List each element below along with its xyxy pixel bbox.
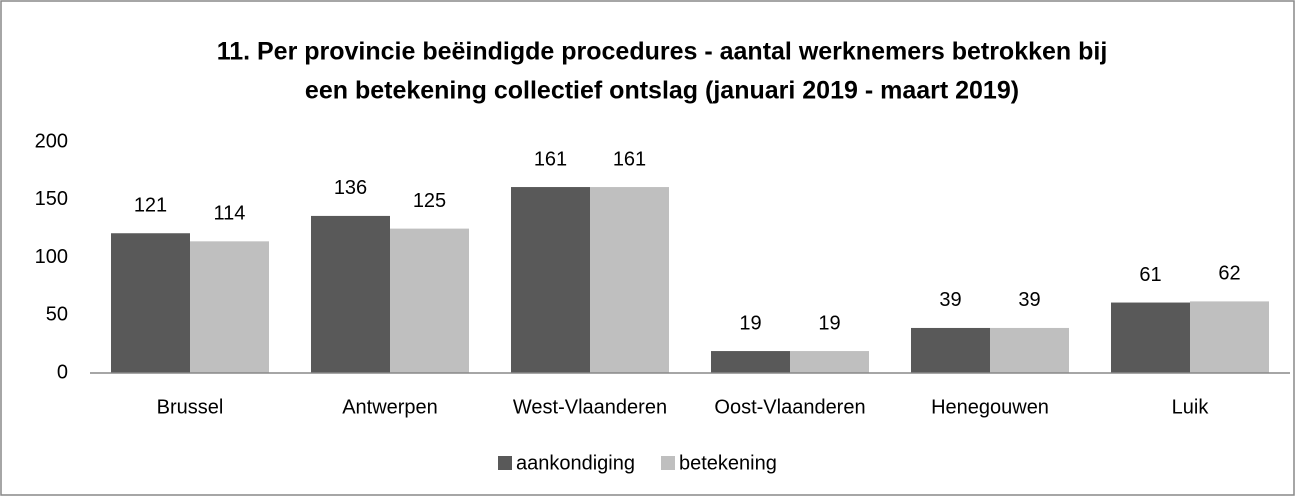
value-label: 39 bbox=[1018, 289, 1040, 311]
bar bbox=[511, 187, 590, 373]
value-label: 161 bbox=[613, 148, 646, 170]
bar bbox=[990, 327, 1069, 373]
bar bbox=[590, 187, 669, 373]
value-label: 62 bbox=[1218, 263, 1240, 285]
value-label: 125 bbox=[413, 190, 446, 212]
y-tick-label: 100 bbox=[35, 246, 68, 268]
legend-label: betekening bbox=[679, 452, 777, 474]
value-label: 61 bbox=[1139, 264, 1161, 286]
value-label: 114 bbox=[214, 203, 246, 225]
bar bbox=[390, 228, 469, 373]
y-tick-label: 200 bbox=[35, 130, 68, 152]
bar bbox=[190, 241, 269, 373]
x-tick-label: West-Vlaanderen bbox=[513, 396, 667, 418]
bar bbox=[1190, 301, 1269, 373]
value-label: 121 bbox=[134, 195, 167, 217]
x-tick-label: Antwerpen bbox=[342, 396, 438, 418]
x-tick-label: Brussel bbox=[157, 396, 224, 418]
bar bbox=[911, 327, 990, 373]
legend-swatch bbox=[661, 456, 675, 470]
x-tick-label: Luik bbox=[1172, 396, 1210, 418]
legend-swatch bbox=[498, 456, 512, 470]
bar bbox=[111, 233, 190, 373]
value-label: 161 bbox=[534, 148, 567, 170]
value-label: 19 bbox=[818, 312, 840, 334]
legend-label: aankondiging bbox=[516, 452, 635, 474]
bar bbox=[311, 215, 390, 373]
chart-title: een betekening collectief ontslag (janua… bbox=[305, 77, 1019, 105]
x-tick-label: Oost-Vlaanderen bbox=[714, 396, 865, 418]
bar bbox=[790, 351, 869, 373]
x-tick-label: Henegouwen bbox=[931, 396, 1049, 418]
y-tick-label: 50 bbox=[46, 304, 68, 326]
value-label: 19 bbox=[739, 312, 761, 334]
chart-title: 11. Per provincie beëindigde procedures … bbox=[217, 38, 1108, 66]
bar bbox=[1111, 302, 1190, 373]
bar bbox=[711, 351, 790, 373]
y-tick-label: 150 bbox=[35, 188, 68, 210]
value-label: 39 bbox=[939, 289, 961, 311]
value-label: 136 bbox=[334, 177, 367, 199]
y-tick-label: 0 bbox=[57, 361, 68, 383]
